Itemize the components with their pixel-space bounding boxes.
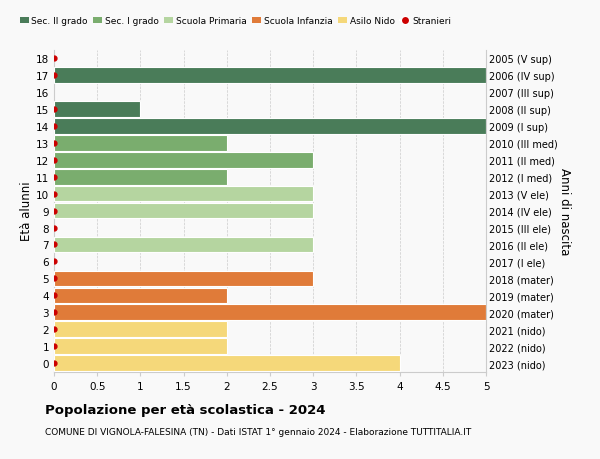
Bar <box>54 237 313 253</box>
Text: COMUNE DI VIGNOLA-FALESINA (TN) - Dati ISTAT 1° gennaio 2024 - Elaborazione TUTT: COMUNE DI VIGNOLA-FALESINA (TN) - Dati I… <box>45 427 471 436</box>
Bar <box>54 153 313 168</box>
Bar <box>54 305 486 320</box>
Bar <box>54 68 486 84</box>
Bar <box>54 339 227 354</box>
Bar <box>54 136 227 151</box>
Bar <box>54 169 227 185</box>
Bar <box>54 102 140 118</box>
Bar <box>54 271 313 286</box>
Text: Popolazione per età scolastica - 2024: Popolazione per età scolastica - 2024 <box>45 403 325 416</box>
Bar <box>54 119 486 134</box>
Bar <box>54 186 313 202</box>
Bar <box>54 203 313 219</box>
Y-axis label: Età alunni: Età alunni <box>20 181 33 241</box>
Bar <box>54 288 227 303</box>
Bar <box>54 322 227 337</box>
Y-axis label: Anni di nascita: Anni di nascita <box>559 168 571 255</box>
Bar <box>54 356 400 371</box>
Legend: Sec. II grado, Sec. I grado, Scuola Primaria, Scuola Infanzia, Asilo Nido, Stran: Sec. II grado, Sec. I grado, Scuola Prim… <box>16 13 455 29</box>
